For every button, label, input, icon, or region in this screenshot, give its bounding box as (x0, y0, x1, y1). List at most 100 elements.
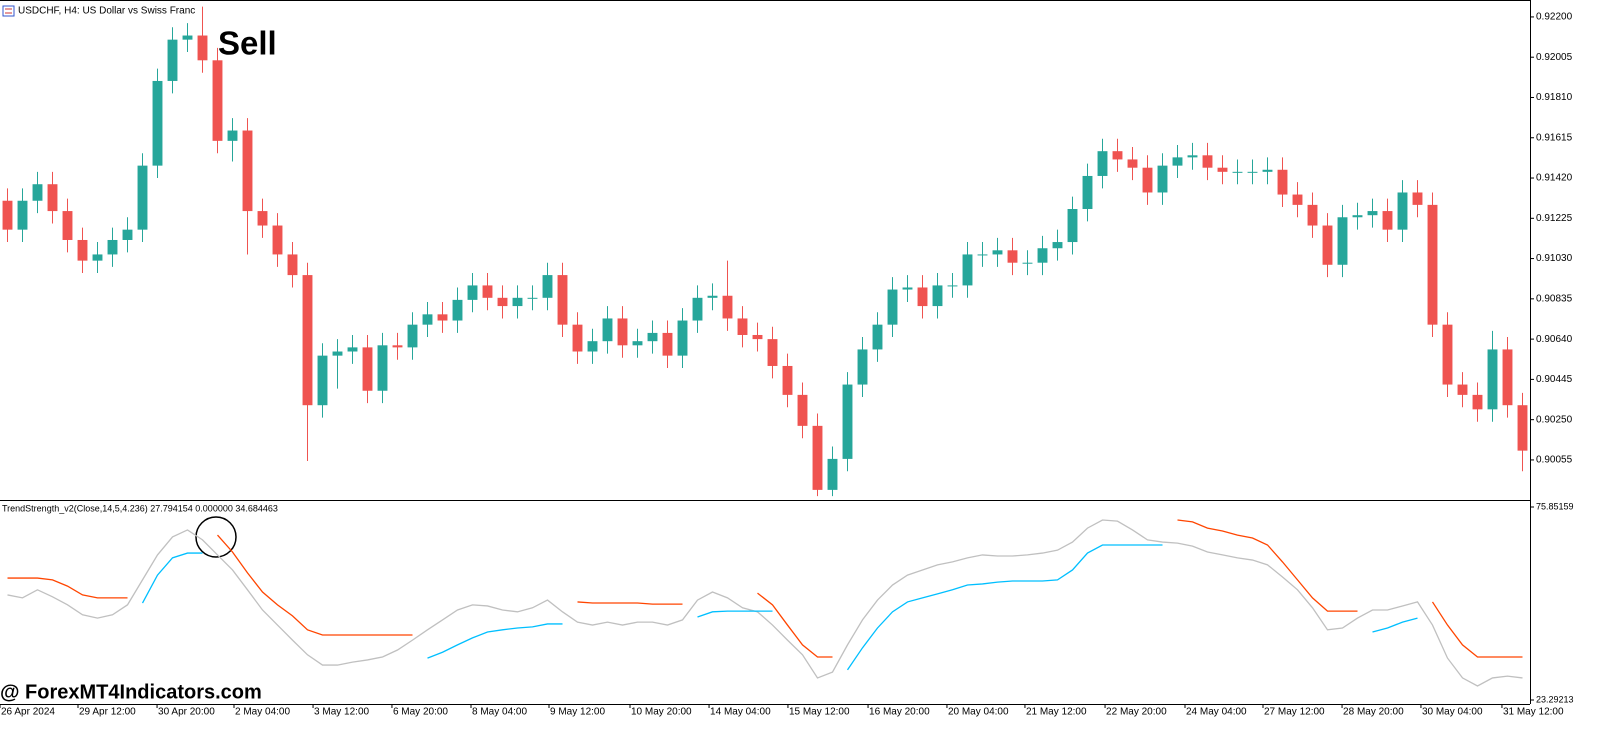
candle-body (497, 297, 508, 307)
candle-body (962, 254, 973, 286)
x-tick-label: 8 May 04:00 (472, 707, 527, 718)
x-tick-label: 24 May 04:00 (1186, 707, 1247, 718)
y-tick-label: 0.92005 (1536, 52, 1573, 63)
y-tick-label: 0.90835 (1536, 293, 1573, 304)
candle-body (1127, 159, 1138, 168)
candle-body (242, 130, 253, 212)
candle-body (1007, 250, 1018, 263)
candle-body (227, 130, 238, 141)
indicator-line (1177, 519, 1358, 612)
candle-body (932, 285, 943, 307)
candle-body (47, 184, 58, 212)
candle-body (407, 324, 418, 348)
candle-body (572, 324, 583, 352)
candle-body (1277, 169, 1288, 195)
y-tick-label: 0.90445 (1536, 374, 1573, 385)
x-tick-label: 21 May 12:00 (1026, 707, 1087, 718)
candle-body (1082, 175, 1093, 210)
candle-body (662, 332, 673, 356)
candle-body (302, 275, 313, 406)
candle-body (707, 295, 718, 298)
x-tick-label: 10 May 20:00 (631, 707, 692, 718)
watermark: @ ForexMT4Indicators.com (0, 681, 262, 703)
x-tick-label: 3 May 12:00 (314, 707, 369, 718)
candle-body (332, 351, 343, 356)
candle-body (632, 341, 643, 346)
y-tick-label: 23.29213 (1536, 694, 1574, 704)
candle-body (737, 318, 748, 335)
candle-body (392, 345, 403, 348)
candle-body (1022, 262, 1033, 264)
candle-body (212, 60, 223, 141)
candle-body (692, 297, 703, 321)
x-tick-label: 14 May 04:00 (710, 707, 771, 718)
candle-body (287, 254, 298, 276)
candle-body (857, 349, 868, 385)
candle-body (602, 318, 613, 342)
candle-body (152, 80, 163, 166)
x-tick-label: 27 May 12:00 (1264, 707, 1325, 718)
candle-body (452, 299, 463, 321)
candle-body (842, 384, 853, 459)
y-tick-label: 0.92200 (1536, 12, 1573, 23)
candle-body (257, 211, 268, 226)
sell-annotation: Sell (218, 25, 277, 62)
plot-area: 0.92200 0.92005 0.91810 0.91615 0.91420 0.912… (0, 6, 1574, 718)
x-tick-label: 6 May 20:00 (393, 707, 448, 718)
candle-body (1262, 169, 1273, 172)
indicator-line (577, 601, 683, 605)
y-tick-label: 0.91420 (1536, 173, 1573, 184)
candle-body (1427, 204, 1438, 325)
indicator-line (1431, 601, 1523, 658)
indicator-line (846, 544, 1163, 671)
candle-body (1397, 192, 1408, 230)
candle-body (137, 165, 148, 230)
candle-body (347, 347, 358, 352)
candle-body (1037, 248, 1048, 263)
candle-body (482, 285, 493, 298)
candle-body (32, 184, 43, 201)
candle-body (512, 297, 523, 307)
candle-body (1307, 204, 1318, 226)
indicator-line (1372, 617, 1418, 633)
candle-body (617, 318, 628, 346)
candle-body (677, 320, 688, 356)
symbol-icon (2, 5, 15, 17)
candle-body (1142, 167, 1153, 193)
candle-body (527, 297, 538, 299)
highlight-circle (195, 516, 237, 558)
y-tick-label: 0.91030 (1536, 253, 1573, 264)
candle-body (812, 425, 823, 490)
candle-body (62, 211, 73, 240)
x-tick-label: 2 May 04:00 (235, 707, 290, 718)
candle-body (797, 394, 808, 426)
candle-body (17, 200, 28, 230)
candle-body (767, 339, 778, 366)
indicator-line (7, 519, 1523, 687)
candle-body (422, 314, 433, 325)
candle-body (1442, 324, 1453, 385)
y-tick-label: 0.90640 (1536, 334, 1573, 345)
candle-body (1502, 349, 1513, 406)
x-tick-label: 29 Apr 12:00 (79, 707, 136, 718)
x-tick-label: 22 May 20:00 (1106, 707, 1167, 718)
x-tick-label: 30 May 04:00 (1422, 707, 1483, 718)
x-tick-label: 9 May 12:00 (550, 707, 605, 718)
candle-body (872, 324, 883, 350)
candle-body (722, 295, 733, 319)
candle-body (752, 334, 763, 340)
candle-body (1337, 217, 1348, 265)
candle-body (1487, 349, 1498, 410)
candle-body (2, 200, 13, 230)
x-tick-label: 16 May 20:00 (869, 707, 930, 718)
candle-body (437, 314, 448, 321)
candle-body (1412, 192, 1423, 205)
candle-body (107, 239, 118, 255)
candle-body (377, 345, 388, 391)
candle-body (902, 287, 913, 290)
y-tick-label: 0.90250 (1536, 414, 1573, 425)
x-tick-label: 26 Apr 2024 (1, 707, 55, 718)
candle-body (1172, 157, 1183, 166)
